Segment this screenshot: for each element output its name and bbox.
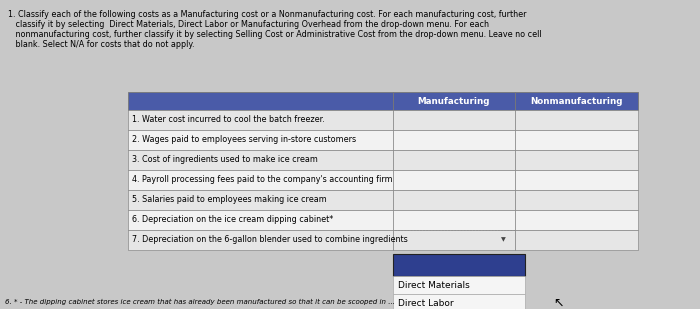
FancyBboxPatch shape [515, 92, 638, 110]
FancyBboxPatch shape [128, 190, 393, 210]
FancyBboxPatch shape [515, 130, 638, 150]
Text: classify it by selecting  Direct Materials, Direct Labor or Manufacturing Overhe: classify it by selecting Direct Material… [8, 20, 489, 29]
Text: Manufacturing: Manufacturing [418, 96, 490, 105]
FancyBboxPatch shape [393, 130, 515, 150]
Text: Direct Labor: Direct Labor [398, 298, 454, 307]
Text: Nonmanufacturing: Nonmanufacturing [531, 96, 623, 105]
Text: Direct Materials: Direct Materials [398, 281, 470, 290]
FancyBboxPatch shape [393, 92, 515, 110]
FancyBboxPatch shape [128, 92, 393, 110]
FancyBboxPatch shape [393, 150, 515, 170]
FancyBboxPatch shape [515, 150, 638, 170]
Text: nonmanufacturing cost, further classify it by selecting Selling Cost or Administ: nonmanufacturing cost, further classify … [8, 30, 542, 39]
FancyBboxPatch shape [393, 110, 515, 130]
FancyBboxPatch shape [128, 170, 393, 190]
Text: ▼: ▼ [500, 238, 505, 243]
FancyBboxPatch shape [393, 210, 515, 230]
FancyBboxPatch shape [515, 170, 638, 190]
Text: 6. Depreciation on the ice cream dipping cabinet*: 6. Depreciation on the ice cream dipping… [132, 215, 333, 225]
Text: 3. Cost of ingredients used to make ice cream: 3. Cost of ingredients used to make ice … [132, 155, 318, 164]
FancyBboxPatch shape [515, 110, 638, 130]
FancyBboxPatch shape [515, 230, 638, 250]
Text: ↖: ↖ [553, 297, 564, 309]
Text: 5. Salaries paid to employees making ice cream: 5. Salaries paid to employees making ice… [132, 196, 327, 205]
FancyBboxPatch shape [393, 170, 515, 190]
Text: 4. Payroll processing fees paid to the company's accounting firm: 4. Payroll processing fees paid to the c… [132, 176, 393, 184]
FancyBboxPatch shape [128, 230, 393, 250]
FancyBboxPatch shape [515, 210, 638, 230]
Text: 7. Depreciation on the 6-gallon blender used to combine ingredients: 7. Depreciation on the 6-gallon blender … [132, 235, 407, 244]
FancyBboxPatch shape [128, 150, 393, 170]
FancyBboxPatch shape [515, 190, 638, 210]
Text: 1. Classify each of the following costs as a Manufacturing cost or a Nonmanufact: 1. Classify each of the following costs … [8, 10, 526, 19]
Text: 2. Wages paid to employees serving in-store customers: 2. Wages paid to employees serving in-st… [132, 136, 356, 145]
FancyBboxPatch shape [393, 276, 525, 294]
Text: 6. * - The dipping cabinet stores ice cream that has already been manufactured s: 6. * - The dipping cabinet stores ice cr… [5, 299, 395, 305]
FancyBboxPatch shape [128, 130, 393, 150]
Text: 1. Water cost incurred to cool the batch freezer.: 1. Water cost incurred to cool the batch… [132, 116, 325, 125]
FancyBboxPatch shape [393, 254, 525, 276]
FancyBboxPatch shape [393, 190, 515, 210]
FancyBboxPatch shape [393, 294, 525, 309]
FancyBboxPatch shape [128, 110, 393, 130]
Text: blank. Select N/A for costs that do not apply.: blank. Select N/A for costs that do not … [8, 40, 195, 49]
FancyBboxPatch shape [393, 230, 515, 250]
FancyBboxPatch shape [128, 210, 393, 230]
